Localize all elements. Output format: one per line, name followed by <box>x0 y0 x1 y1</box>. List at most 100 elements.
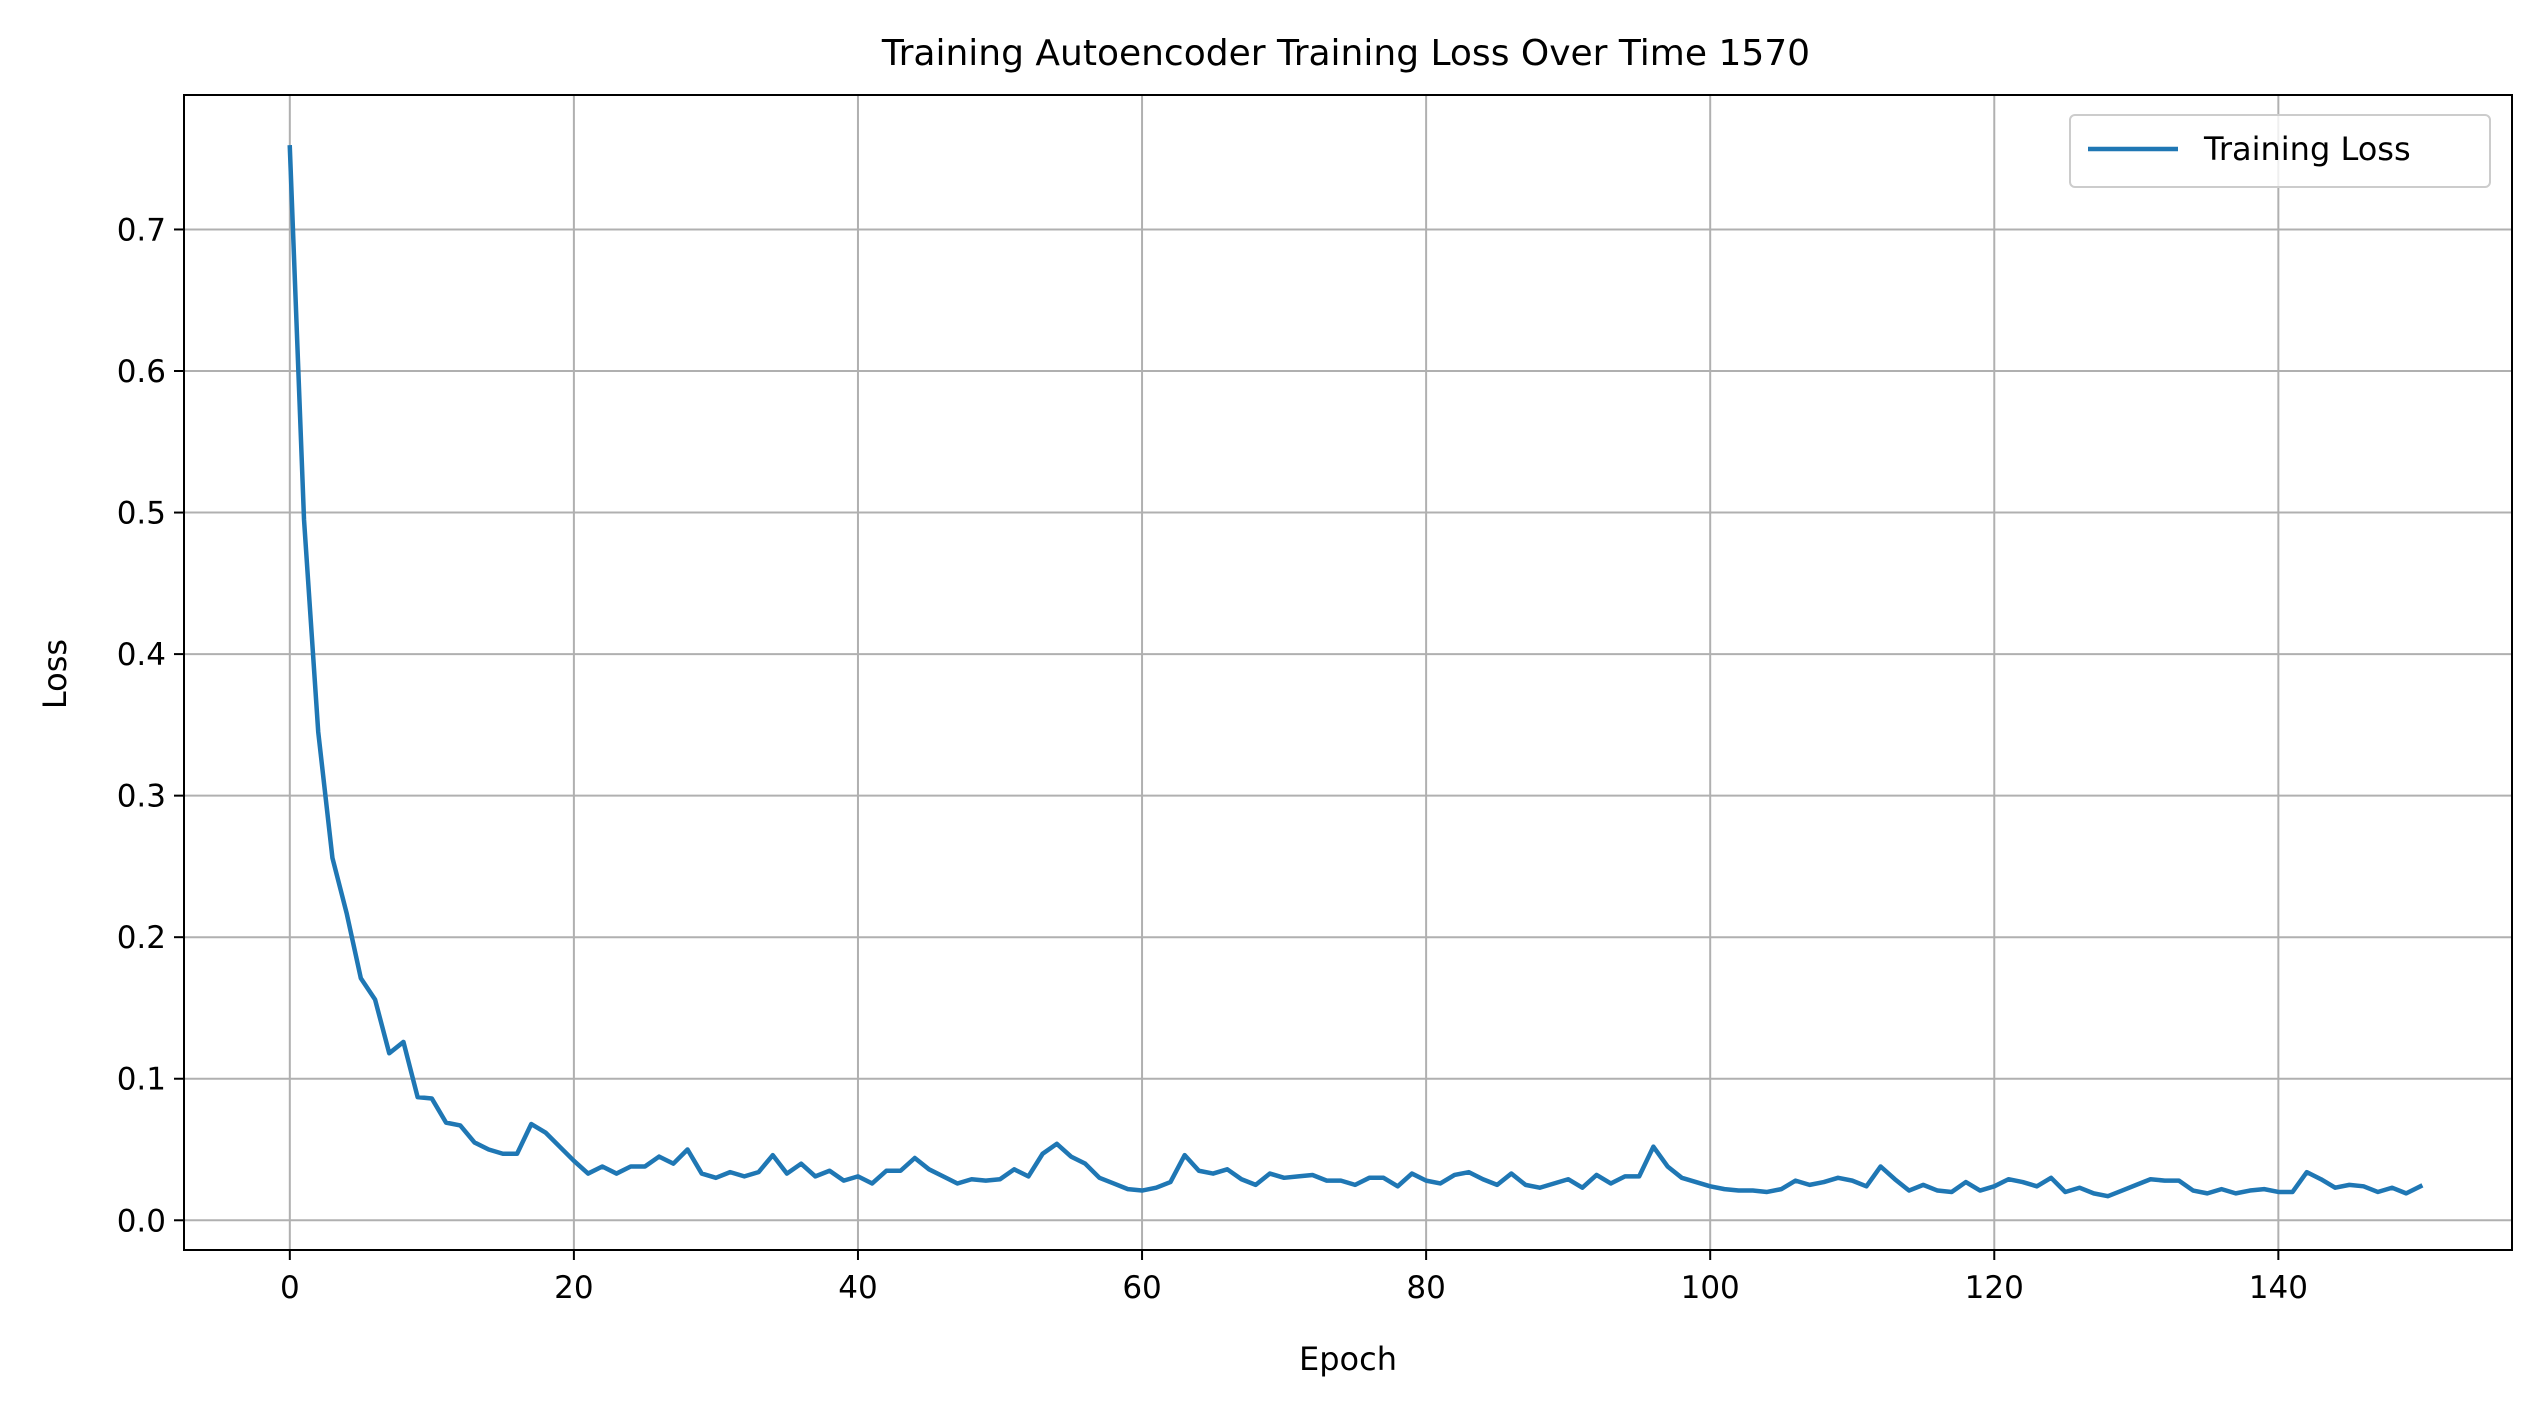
data-point <box>502 1152 504 1155</box>
data-point <box>2178 1179 2180 1182</box>
data-point <box>715 1177 717 1179</box>
data-point <box>516 1152 518 1155</box>
data-point <box>1638 1175 1640 1178</box>
data-point <box>1467 1171 1470 1173</box>
data-point <box>2050 1177 2052 1179</box>
data-point <box>2092 1192 2095 1195</box>
data-point <box>473 1141 476 1144</box>
data-point <box>1908 1189 1910 1192</box>
data-point <box>2206 1192 2209 1195</box>
legend[interactable]: Training Loss <box>2069 114 2491 188</box>
data-point <box>615 1172 618 1175</box>
data-point <box>530 1123 533 1125</box>
data-point <box>1823 1181 1825 1183</box>
data-point <box>1368 1177 1371 1179</box>
data-point <box>601 1165 604 1168</box>
data-point <box>2320 1178 2322 1181</box>
data-point <box>1027 1175 1030 1178</box>
data-point <box>1666 1165 1669 1168</box>
data-point <box>2078 1186 2081 1189</box>
data-point <box>1354 1184 1356 1186</box>
data-point <box>700 1172 703 1175</box>
data-point <box>1567 1178 1569 1181</box>
data-point <box>1297 1175 1300 1178</box>
plot-frame <box>183 94 2513 1251</box>
data-point <box>2419 1185 2422 1188</box>
data-point <box>1993 1185 1996 1188</box>
data-point <box>1084 1162 1087 1165</box>
data-point <box>2064 1191 2067 1193</box>
data-point <box>1538 1186 1541 1189</box>
data-point <box>1013 1168 1016 1171</box>
data-point <box>1965 1181 1967 1183</box>
data-point <box>2021 1181 2024 1183</box>
data-point <box>1652 1145 1655 1148</box>
data-point <box>1056 1143 1058 1145</box>
chart-title: Training Autoencoder Training Loss Over … <box>881 33 1810 74</box>
y-axis-label: Loss <box>36 639 74 709</box>
data-point <box>757 1171 760 1173</box>
data-point <box>743 1175 746 1178</box>
data-point <box>2263 1188 2265 1190</box>
x-tick-label: 140 <box>2249 1270 2308 1306</box>
x-tick-label: 120 <box>1965 1270 2024 1306</box>
data-point <box>2220 1188 2223 1190</box>
data-point <box>2291 1191 2294 1193</box>
x-tick-label: 80 <box>1406 1270 1445 1306</box>
data-point <box>1553 1182 1555 1185</box>
data-point <box>1269 1172 1271 1175</box>
data-point <box>1127 1188 1129 1190</box>
data-point <box>956 1182 959 1185</box>
data-point <box>1425 1179 1427 1182</box>
x-tick-label: 60 <box>1122 1270 1161 1306</box>
y-tick-label: 0.0 <box>117 1203 166 1239</box>
data-point <box>1524 1184 1527 1186</box>
data-point <box>1865 1185 1868 1188</box>
data-point <box>2405 1192 2407 1195</box>
data-point <box>1979 1189 1981 1192</box>
data-point <box>1240 1178 1243 1181</box>
data-point <box>1808 1184 1811 1186</box>
data-point <box>1737 1189 1740 1192</box>
data-point <box>1254 1184 1257 1186</box>
data-point <box>928 1168 930 1171</box>
data-point <box>445 1121 447 1124</box>
data-point <box>842 1179 845 1182</box>
data-point <box>1581 1186 1584 1189</box>
legend-box <box>2069 114 2491 188</box>
data-point <box>2192 1189 2194 1192</box>
data-point <box>2163 1179 2166 1182</box>
data-point <box>644 1165 646 1168</box>
data-point <box>686 1148 689 1151</box>
data-point <box>1950 1191 1953 1193</box>
data-point <box>1141 1189 1143 1192</box>
data-point <box>1411 1172 1413 1175</box>
data-point <box>1936 1189 1939 1192</box>
y-tick-label: 0.3 <box>117 779 166 815</box>
data-point <box>857 1175 859 1178</box>
data-point <box>970 1178 973 1181</box>
x-tick-label: 40 <box>838 1270 877 1306</box>
data-point <box>2376 1191 2379 1193</box>
data-point <box>1752 1189 1754 1192</box>
data-point <box>1695 1181 1697 1183</box>
data-point <box>1723 1188 1726 1190</box>
series-group <box>287 145 2424 1199</box>
data-point <box>1340 1179 1342 1182</box>
data-point <box>2334 1186 2336 1189</box>
data-point <box>388 1052 391 1055</box>
data-point <box>459 1124 462 1127</box>
data-point <box>2277 1191 2280 1193</box>
x-tick-label: 0 <box>280 1270 300 1306</box>
data-point <box>1198 1169 1200 1172</box>
data-point <box>1396 1185 1399 1188</box>
data-point <box>431 1097 433 1100</box>
data-point <box>913 1157 916 1159</box>
data-point <box>1311 1174 1314 1176</box>
data-point <box>2234 1192 2237 1195</box>
data-point <box>899 1169 902 1172</box>
data-point <box>1595 1174 1598 1176</box>
data-point <box>885 1169 888 1172</box>
x-tick-label: 100 <box>1681 1270 1740 1306</box>
